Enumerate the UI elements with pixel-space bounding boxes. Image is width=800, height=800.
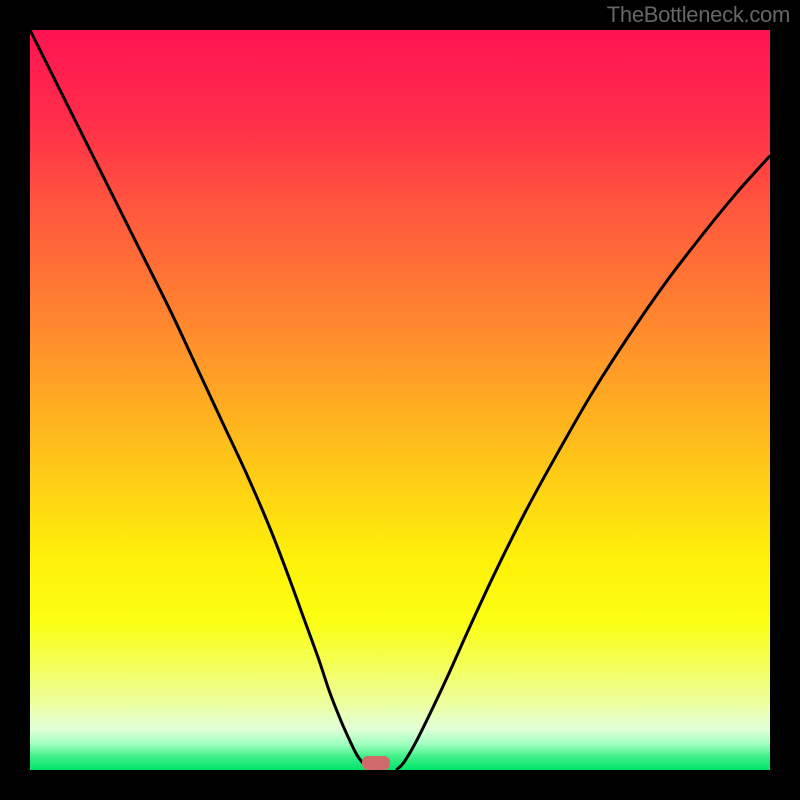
optimum-marker [362,756,390,770]
watermark-text: TheBottleneck.com [607,2,790,28]
plot-area [30,30,770,770]
bottleneck-curve [30,30,770,770]
plot-frame [30,30,770,770]
